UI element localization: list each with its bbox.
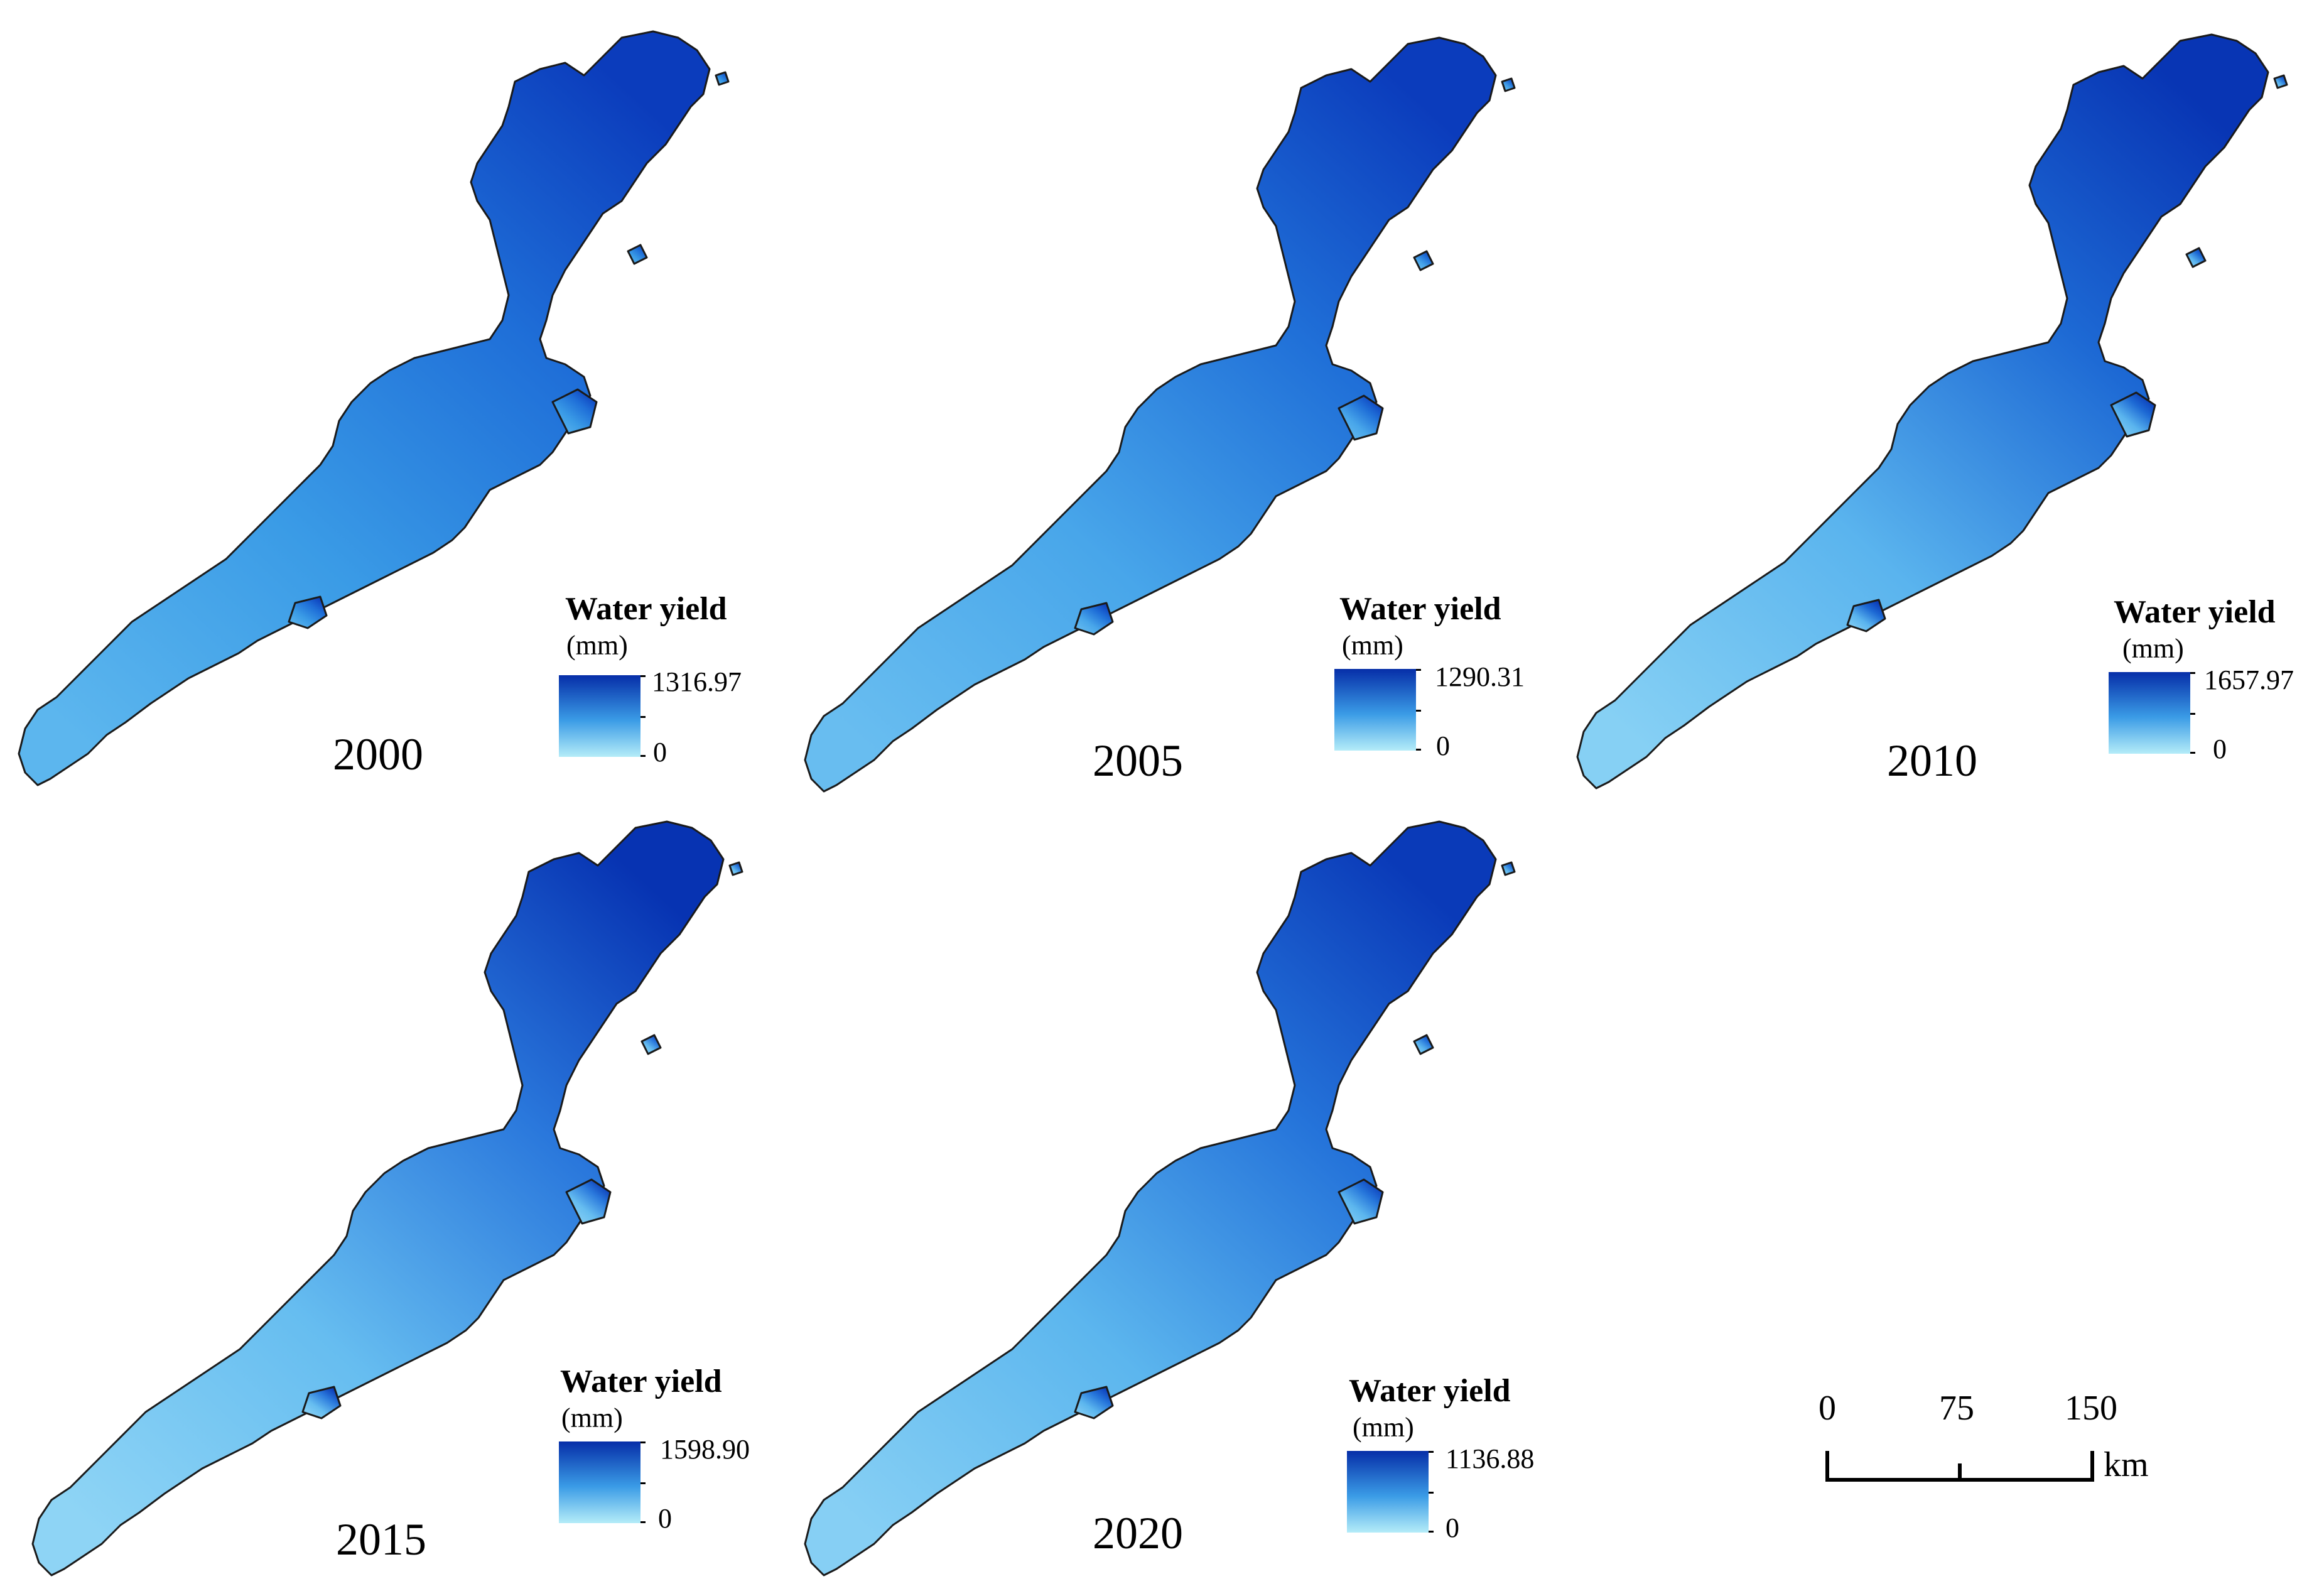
legend-max-value: 1657.97 <box>2204 665 2294 695</box>
map-panel-2020: 2020 Water yield (mm) 1136.88 0 <box>772 798 1551 1596</box>
legend-min-value: 0 <box>658 1503 672 1534</box>
legend-tick <box>640 1521 646 1523</box>
legend-tick <box>1416 710 1421 712</box>
legend-tick <box>2190 672 2195 674</box>
map-panel-2010: 2010 Water yield (mm) 1657.97 0 <box>1545 0 2324 798</box>
legend-tick <box>640 755 646 757</box>
legend-min-value: 0 <box>1436 730 1450 761</box>
scale-unit: km <box>2104 1445 2149 1484</box>
legend-tick <box>2190 752 2195 754</box>
legend-title: Water yield <box>1339 591 1501 627</box>
legend-color-ramp <box>559 675 640 757</box>
water-yield-map-2015 <box>31 820 743 1577</box>
legend-unit: (mm) <box>1342 630 1403 661</box>
legend-title: Water yield <box>2114 594 2276 630</box>
legend-tick <box>640 675 646 677</box>
legend-tick <box>640 1482 646 1484</box>
year-label: 2020 <box>1093 1508 1183 1558</box>
water-yield-map-2020 <box>804 820 1516 1577</box>
year-label: 2005 <box>1093 736 1183 786</box>
year-label: 2000 <box>333 729 423 779</box>
map-panel-2015: 2015 Water yield (mm) 1598.90 0 <box>0 798 779 1596</box>
water-yield-map-2005 <box>804 36 1516 793</box>
scale-label-0: 0 <box>1819 1389 1836 1428</box>
year-label: 2015 <box>336 1514 426 1565</box>
legend-color-ramp <box>2109 672 2190 754</box>
legend-tick <box>1416 749 1421 751</box>
legend-color-ramp <box>1347 1451 1429 1533</box>
scale-label-150: 150 <box>2065 1389 2117 1428</box>
legend-tick <box>1429 1492 1434 1494</box>
scale-bar-line <box>1825 1451 2094 1482</box>
legend-title: Water yield <box>560 1364 722 1399</box>
legend-tick <box>640 716 646 718</box>
legend-tick <box>1429 1531 1434 1533</box>
map-panel-2000: 2000 Water yield (mm) 1316.97 0 <box>0 0 779 798</box>
legend-tick <box>1429 1451 1434 1453</box>
legend-max-value: 1598.90 <box>660 1434 750 1465</box>
year-label: 2010 <box>1887 736 1977 786</box>
legend-unit: (mm) <box>561 1403 623 1433</box>
legend-tick <box>1416 669 1421 671</box>
legend-unit: (mm) <box>566 630 628 661</box>
legend-unit: (mm) <box>1353 1412 1414 1443</box>
legend-unit: (mm) <box>2122 633 2184 664</box>
legend-color-ramp <box>1334 669 1416 751</box>
legend-max-value: 1136.88 <box>1446 1443 1535 1474</box>
map-panel-2005: 2005 Water yield (mm) 1290.31 0 <box>772 0 1551 798</box>
legend-tick <box>640 1441 646 1443</box>
scale-bar: 0 75 150 km <box>1808 1388 2185 1501</box>
legend-title: Water yield <box>565 591 727 627</box>
legend-min-value: 0 <box>653 737 667 768</box>
legend-max-value: 1290.31 <box>1435 661 1525 692</box>
legend-min-value: 0 <box>1446 1512 1459 1543</box>
scale-label-75: 75 <box>1939 1389 1974 1428</box>
legend-min-value: 0 <box>2213 734 2227 764</box>
legend-max-value: 1316.97 <box>652 666 742 697</box>
legend-title: Water yield <box>1349 1373 1511 1409</box>
legend-tick <box>2190 713 2195 715</box>
legend-color-ramp <box>559 1441 640 1523</box>
